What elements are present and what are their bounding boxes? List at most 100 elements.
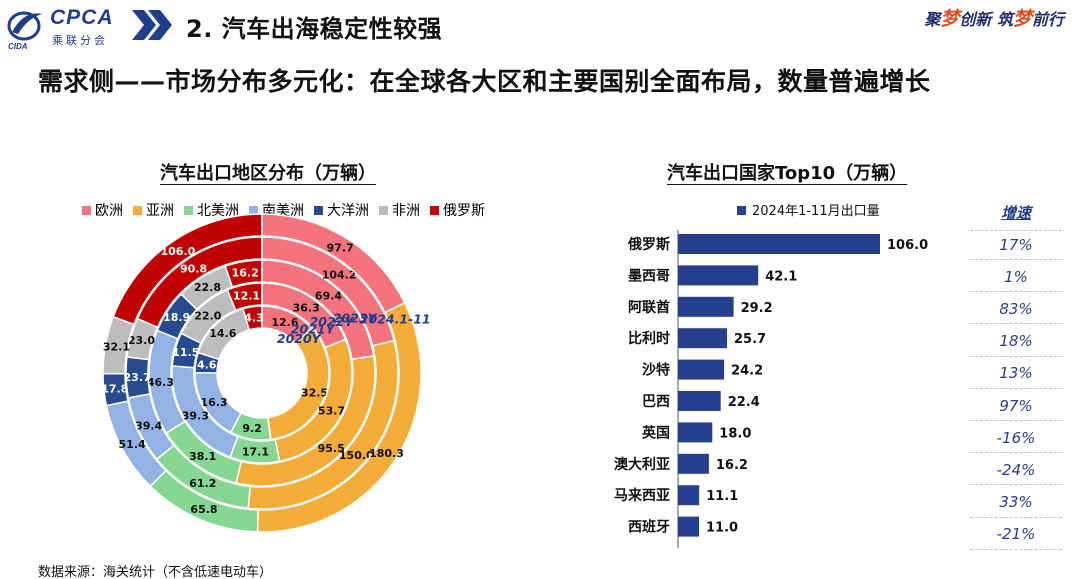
bar-value-label: 11.1 xyxy=(706,489,738,504)
growth-value: -16% xyxy=(970,423,1062,454)
growth-column: 增速 17% 1% 83% 18% 13% 97% -16% -24% 33% -21% xyxy=(966,198,1066,558)
bar xyxy=(678,359,725,380)
legend-item: 欧洲 xyxy=(82,200,123,220)
bar-legend-label: 2024年1-11月出口量 xyxy=(752,204,880,219)
legend-item: 非洲 xyxy=(379,200,420,220)
bar-value-label: 29.2 xyxy=(741,301,773,316)
donut-data-label: 106.0 xyxy=(161,245,196,258)
donut-data-label: 23.0 xyxy=(128,334,155,347)
bar-category-label: 俄罗斯 xyxy=(627,236,670,253)
bar-value-label: 18.0 xyxy=(719,426,751,441)
ring-year-label: 2022Y xyxy=(310,314,356,329)
bar-category-label: 沙特 xyxy=(642,362,670,379)
donut-data-label: 9.2 xyxy=(242,422,262,435)
legend-swatch xyxy=(249,205,258,215)
bar-category-label: 巴西 xyxy=(642,394,670,410)
donut-data-label: 4.3 xyxy=(244,312,264,325)
ring-year-label: 2023Y xyxy=(333,311,379,326)
donut-data-label: 32.1 xyxy=(103,341,130,354)
donut-legend: 欧洲 亚洲 北美洲 南美洲 大洋洲 非洲 俄罗斯 xyxy=(82,200,485,220)
bar xyxy=(678,391,721,411)
donut-data-label: 150.0 xyxy=(339,449,374,462)
cpca-logo: CPCA 乘联分会 CIDA xyxy=(6,4,118,52)
donut-data-label: 61.2 xyxy=(189,477,216,490)
legend-swatch xyxy=(184,205,193,215)
growth-header: 增速 xyxy=(1000,204,1031,222)
donut-data-label: 17.1 xyxy=(242,446,269,459)
slogan-highlight: 梦 xyxy=(940,8,960,30)
growth-value: 18% xyxy=(970,327,1062,357)
donut-data-label: 4.6 xyxy=(197,358,217,371)
legend-swatch xyxy=(430,205,439,215)
bar-legend-swatch xyxy=(737,206,746,215)
bar-category-label: 比利时 xyxy=(628,330,670,347)
legend-item: 北美洲 xyxy=(184,200,239,220)
legend-item: 俄罗斯 xyxy=(430,200,485,220)
donut-data-label: 39.3 xyxy=(182,409,209,422)
donut-segment xyxy=(242,305,263,331)
bar-category-label: 墨西哥 xyxy=(628,268,670,284)
donut-data-label: 53.7 xyxy=(318,405,345,418)
donut-segment xyxy=(136,236,263,329)
legend-label: 北美洲 xyxy=(197,203,239,219)
ring-year-label: 2021Y xyxy=(291,321,337,336)
donut-data-label: 22.0 xyxy=(194,310,221,323)
page-headline: 需求侧——市场分布多元化：在全球各大区和主要国别全面布局，数量普遍增长 xyxy=(38,67,931,96)
donut-segment xyxy=(112,213,263,326)
ring-year-label: 2024.1-11 xyxy=(360,312,431,327)
donut-segment xyxy=(226,282,263,312)
legend-swatch xyxy=(133,205,142,215)
bar xyxy=(678,328,727,349)
growth-value: 17% xyxy=(970,230,1062,260)
bar-category-label: 英国 xyxy=(641,424,670,441)
donut-data-label: 23.7 xyxy=(124,371,151,384)
bar-value-label: 25.7 xyxy=(734,332,766,347)
logo-cn-text: 乘联分会 xyxy=(52,34,108,47)
bar-chart-title: 汽车出口国家Top10（万辆） xyxy=(667,163,908,184)
donut-data-label: 36.3 xyxy=(293,302,320,315)
slogan-part: 前行 xyxy=(1031,10,1064,29)
section-title: 2. 汽车出海稳定性较强 xyxy=(186,15,443,43)
bar xyxy=(678,422,713,443)
growth-value: 97% xyxy=(970,391,1062,421)
donut-data-label: 32.5 xyxy=(301,387,328,400)
bar xyxy=(678,485,700,506)
legend-swatch xyxy=(82,205,91,215)
bar xyxy=(678,296,734,317)
bar-value-label: 42.1 xyxy=(765,269,797,284)
donut-data-label: 16.2 xyxy=(232,266,259,279)
growth-value: -24% xyxy=(970,455,1062,486)
bar-category-label: 阿联酋 xyxy=(628,299,670,316)
legend-label: 非洲 xyxy=(392,203,420,219)
donut-data-label: 97.7 xyxy=(327,241,354,254)
growth-value: 13% xyxy=(970,359,1062,389)
legend-swatch xyxy=(314,205,323,215)
donut-data-label: 12.6 xyxy=(271,316,298,329)
donut-data-label: 17.8 xyxy=(101,383,128,396)
header: CPCA 乘联分会 CIDA 2. 汽车出海稳定性较强 聚梦创新 筑梦前行 xyxy=(0,0,1080,56)
growth-value: 83% xyxy=(970,294,1062,325)
ring-year-label: 2020Y xyxy=(277,331,323,346)
donut-data-label: 180.3 xyxy=(369,447,404,460)
bar xyxy=(678,516,699,537)
legend-swatch xyxy=(379,205,388,215)
donut-chart: 12.6 32.5 9.2 16.3 4.6 14.6 4.3 36.3 53.7 17.1 39.… xyxy=(101,213,431,533)
legend-label: 亚洲 xyxy=(146,203,174,219)
donut-data-label: 12.1 xyxy=(233,290,260,303)
bar-value-label: 16.2 xyxy=(716,458,748,473)
slogan-part: 创新 筑 xyxy=(959,10,1013,29)
double-chevron-icon xyxy=(132,10,172,40)
slogan: 聚梦创新 筑梦前行 xyxy=(924,4,1064,31)
growth-value: 1% xyxy=(970,262,1062,293)
bar xyxy=(678,265,759,286)
bar-value-label: 11.0 xyxy=(706,521,738,536)
donut-data-label: 95.5 xyxy=(318,442,345,455)
donut-data-label: 65.8 xyxy=(190,503,217,516)
logo-sub-text: CIDA xyxy=(8,42,28,51)
logo-brand-text: CPCA xyxy=(50,6,114,29)
legend-label: 欧洲 xyxy=(95,203,123,219)
donut-data-label: 69.4 xyxy=(315,290,342,303)
bar-category-label: 西班牙 xyxy=(628,519,670,536)
donut-segment xyxy=(224,259,263,288)
